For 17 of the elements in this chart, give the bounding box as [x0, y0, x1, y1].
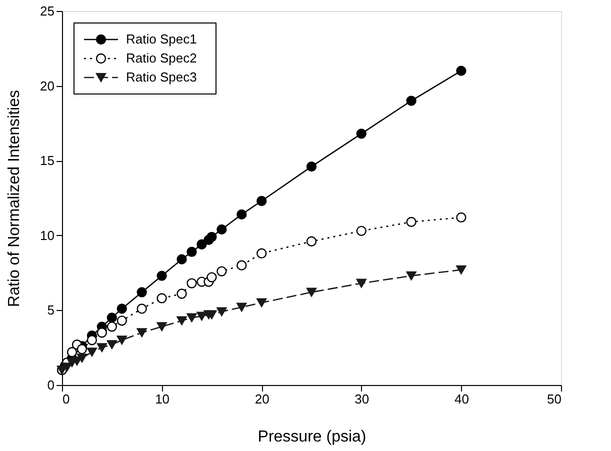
- y-tick-label: 25: [40, 4, 54, 18]
- y-tick-label: 5: [47, 302, 54, 318]
- x-tick-label: 10: [155, 392, 170, 406]
- x-tick-label: 20: [254, 392, 270, 406]
- legend-label: Ratio Spec2: [126, 50, 197, 66]
- legend-label: Ratio Spec3: [126, 70, 197, 84]
- y-tick-label: 20: [40, 78, 54, 94]
- y-tick-label: 15: [40, 153, 54, 168]
- legend-label: Ratio Spec1: [126, 32, 197, 46]
- x-tick-label: 40: [454, 392, 469, 406]
- x-tick-label: 50: [547, 392, 562, 406]
- x-tick-label: 0: [62, 392, 70, 406]
- y-tick-label: 0: [47, 378, 54, 392]
- y-tick-label: 10: [40, 228, 54, 243]
- x-tick-label: 30: [354, 392, 370, 406]
- y-axis-title: Ratio of Normalized Intensities: [6, 90, 24, 307]
- x-axis-title: Pressure (psia): [258, 428, 366, 446]
